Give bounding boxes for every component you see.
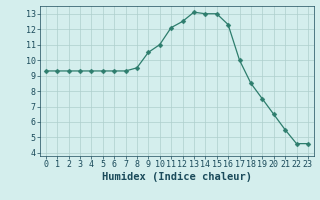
X-axis label: Humidex (Indice chaleur): Humidex (Indice chaleur) [102, 172, 252, 182]
